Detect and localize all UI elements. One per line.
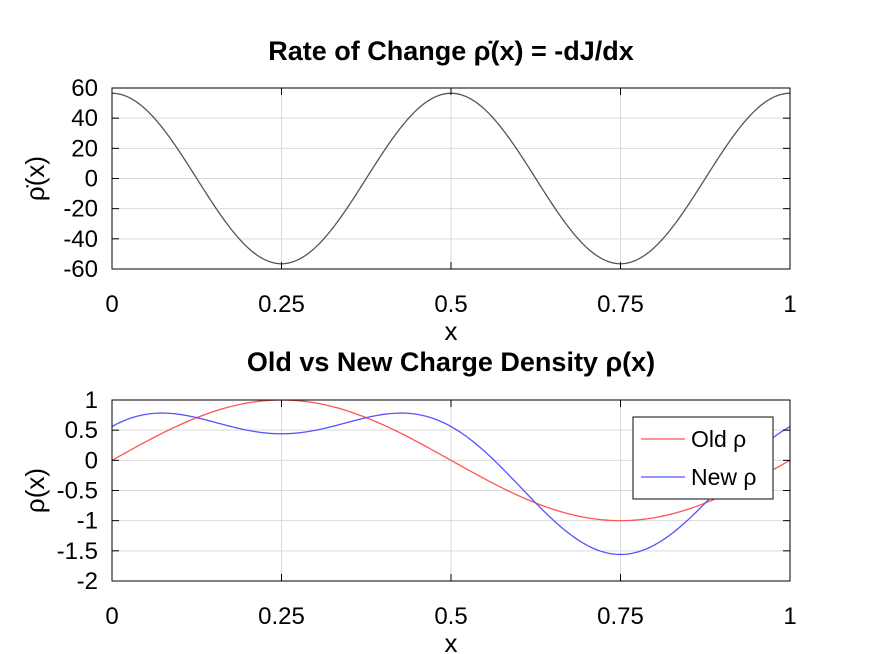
series-line-old bbox=[112, 400, 790, 522]
y-axis-label: ρ(x) bbox=[20, 468, 50, 513]
x-tick-label: 1 bbox=[783, 603, 796, 630]
y-tick-label: -60 bbox=[63, 256, 98, 283]
x-tick-label: 0 bbox=[105, 291, 118, 318]
x-tick-label: 0.25 bbox=[258, 603, 305, 630]
x-tick-label: 0.5 bbox=[434, 603, 467, 630]
rate-of-change-plot: 0 0.25 0.5 0.75 1 60 40 20 0 -20 -40 -60 Rate of Cha… bbox=[20, 36, 797, 346]
x-tick-label: 0.5 bbox=[434, 291, 467, 318]
y-tick-label: -40 bbox=[63, 226, 98, 253]
x-axis-label: x bbox=[445, 628, 458, 654]
x-tick-label: 0.75 bbox=[597, 603, 644, 630]
charge-density-plot: 0 0.25 0.5 0.75 1 1 0.5 0 -0.5 -1 -1.5 -2 Old vs New… bbox=[20, 347, 797, 654]
y-tick-label: -1.5 bbox=[57, 538, 98, 565]
y-tick-label: 0.5 bbox=[65, 417, 98, 444]
x-tick-label: 1 bbox=[783, 291, 796, 318]
y-tick-label: 60 bbox=[71, 75, 98, 102]
y-tick-label: -1 bbox=[77, 508, 98, 535]
y-tick-label: 40 bbox=[71, 105, 98, 132]
chart-title: Rate of Change ρ̇(x) = -dJ/dx bbox=[268, 36, 634, 66]
x-axis-label: x bbox=[445, 316, 458, 346]
x-tick-label: 0.25 bbox=[258, 291, 305, 318]
y-tick-label: 0 bbox=[85, 447, 98, 474]
chart-title: Old vs New Charge Density ρ(x) bbox=[247, 347, 655, 377]
y-tick-label: -2 bbox=[77, 568, 98, 595]
y-tick-label: -0.5 bbox=[57, 478, 98, 505]
legend-label: Old ρ bbox=[691, 426, 746, 452]
legend-label: New ρ bbox=[691, 464, 757, 490]
y-tick-label: 0 bbox=[85, 166, 98, 193]
legend: Old ρ New ρ bbox=[632, 416, 774, 500]
series-line-new bbox=[112, 412, 790, 556]
y-tick-label: 20 bbox=[71, 135, 98, 162]
y-axis-label: ρ̇(x) bbox=[20, 156, 50, 201]
legend-box bbox=[632, 416, 774, 500]
y-tick-label: 1 bbox=[85, 387, 98, 414]
y-tick-label: -20 bbox=[63, 196, 98, 223]
x-tick-label: 0 bbox=[105, 603, 118, 630]
x-tick-label: 0.75 bbox=[597, 291, 644, 318]
